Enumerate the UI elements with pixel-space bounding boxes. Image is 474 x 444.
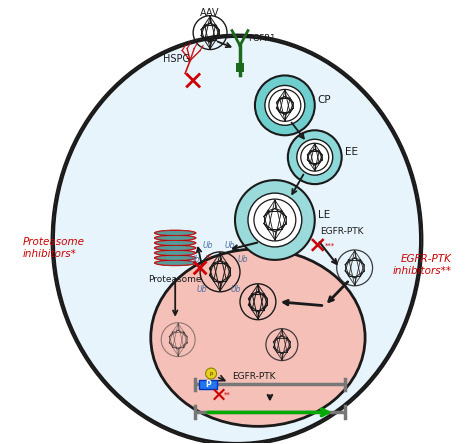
Circle shape [248,193,302,247]
Ellipse shape [53,36,421,444]
Text: EE: EE [345,147,358,157]
Ellipse shape [154,245,196,251]
Ellipse shape [154,260,196,266]
Ellipse shape [156,231,194,235]
Circle shape [288,130,342,184]
Ellipse shape [154,250,196,256]
Ellipse shape [51,34,423,444]
Ellipse shape [156,251,194,255]
Ellipse shape [156,241,194,245]
Ellipse shape [54,36,420,443]
Text: Ub: Ub [238,255,248,264]
Circle shape [255,75,315,135]
Text: CP: CP [318,95,331,105]
Text: P: P [205,380,211,389]
Text: Ub: Ub [203,242,213,250]
Text: EGFR-PTK: EGFR-PTK [232,372,275,381]
Text: Ub: Ub [197,285,207,294]
Circle shape [206,368,217,379]
Ellipse shape [156,236,194,240]
Bar [236,63,244,72]
Text: *: * [206,254,211,264]
Ellipse shape [154,230,196,236]
Text: HSPG: HSPG [163,54,190,63]
Ellipse shape [154,255,196,261]
Text: Proteasome
inhibitors*: Proteasome inhibitors* [23,237,85,259]
Text: p: p [210,371,213,376]
Text: Proteasome: Proteasome [148,275,202,284]
Ellipse shape [156,256,194,260]
Text: Ub: Ub [225,242,235,250]
Circle shape [297,139,333,175]
Text: AAV: AAV [201,8,220,18]
Text: Ub: Ub [190,255,201,264]
Text: **: ** [224,392,231,397]
Text: EGFR-PTK
inhibitors**: EGFR-PTK inhibitors** [392,254,451,276]
Text: Ub: Ub [231,285,241,294]
Text: LE: LE [318,210,330,220]
Ellipse shape [156,246,194,250]
Bar [199,380,217,389]
Circle shape [265,85,305,125]
Ellipse shape [154,240,196,246]
Text: EGFR-PTK: EGFR-PTK [320,227,363,237]
Ellipse shape [156,261,194,265]
Text: FGFR1: FGFR1 [248,34,275,43]
Circle shape [235,180,315,260]
Ellipse shape [154,235,196,241]
Ellipse shape [151,249,365,426]
Text: ***: *** [325,243,335,249]
